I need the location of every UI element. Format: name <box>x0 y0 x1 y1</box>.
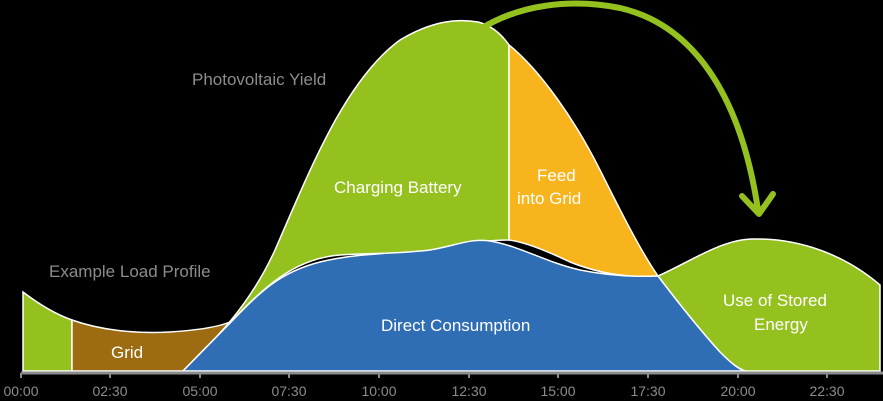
label-feed-into-grid-1: Feed <box>537 166 576 185</box>
area-feed-into-grid <box>508 43 660 278</box>
tick-label: 15:00 <box>540 383 575 399</box>
tick-label: 20:00 <box>720 383 755 399</box>
tick-label: 22:30 <box>809 383 844 399</box>
label-charging-battery: Charging Battery <box>334 178 462 197</box>
area-direct-consumption <box>181 239 746 372</box>
label-use-of-stored-energy-1: Use of Stored <box>723 291 827 310</box>
label-use-of-stored-energy-2: Energy <box>754 315 808 334</box>
label-example-load-profile: Example Load Profile <box>49 262 211 281</box>
tick-label: 00:00 <box>3 383 38 399</box>
area-stored-energy-morning <box>22 290 73 372</box>
arrow-head-icon <box>739 191 776 217</box>
label-grid: Grid <box>111 343 143 362</box>
label-feed-into-grid-2: into Grid <box>517 189 581 208</box>
area-charging-battery <box>182 19 510 372</box>
label-direct-consumption: Direct Consumption <box>381 316 530 335</box>
label-photovoltaic-yield: Photovoltaic Yield <box>192 70 326 89</box>
tick-label: 12:30 <box>451 383 486 399</box>
x-axis-ticks <box>20 373 828 378</box>
x-axis-labels: 00:00 02:30 05:00 07:30 10:00 12:30 15:0… <box>3 383 844 399</box>
tick-label: 05:00 <box>182 383 217 399</box>
tick-label: 02:30 <box>92 383 127 399</box>
tick-label: 07:30 <box>271 383 306 399</box>
tick-label: 17:30 <box>630 383 665 399</box>
curved-arrow-icon <box>479 0 761 213</box>
tick-label: 10:00 <box>361 383 396 399</box>
